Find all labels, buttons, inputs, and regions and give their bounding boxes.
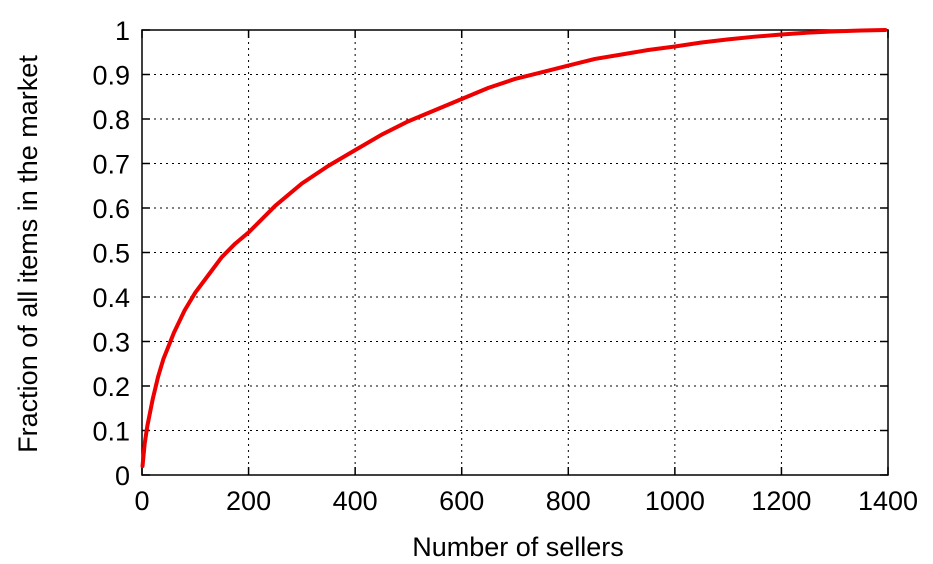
- y-axis-title: Fraction of all items in the market: [13, 55, 43, 453]
- y-tick-label: 0.8: [92, 105, 130, 135]
- y-tick-label: 0.9: [92, 61, 130, 91]
- x-tick-label: 1400: [858, 486, 918, 516]
- y-tick-label: 0.4: [92, 283, 130, 313]
- y-tick-label: 0.6: [92, 194, 130, 224]
- x-axis-title: Number of sellers: [412, 532, 624, 562]
- y-tick-label: 1: [115, 16, 130, 46]
- series-layer: [140, 28, 888, 469]
- axes: [141, 29, 889, 476]
- x-tick-label: 200: [226, 486, 271, 516]
- y-tick-label: 0.2: [92, 372, 130, 402]
- y-tick-label: 0.1: [92, 417, 130, 447]
- y-tick-label: 0.5: [92, 239, 130, 269]
- x-tick-label: 600: [439, 486, 484, 516]
- series-line: [140, 28, 888, 469]
- tick-labels: 0 200 400 600 800 1000 1200 1400 0 0.1 0.2 0.3 0.4 0.…: [92, 16, 918, 516]
- y-tick-label: 0.3: [92, 328, 130, 358]
- x-tick-label: 0: [134, 486, 149, 516]
- grid: [142, 30, 888, 475]
- x-tick-label: 1200: [751, 486, 811, 516]
- y-tick-label: 0.7: [92, 150, 130, 180]
- y-tick-label: 0: [115, 461, 130, 491]
- x-tick-label: 1000: [645, 486, 705, 516]
- x-tick-label: 400: [333, 486, 378, 516]
- x-tick-label: 800: [546, 486, 591, 516]
